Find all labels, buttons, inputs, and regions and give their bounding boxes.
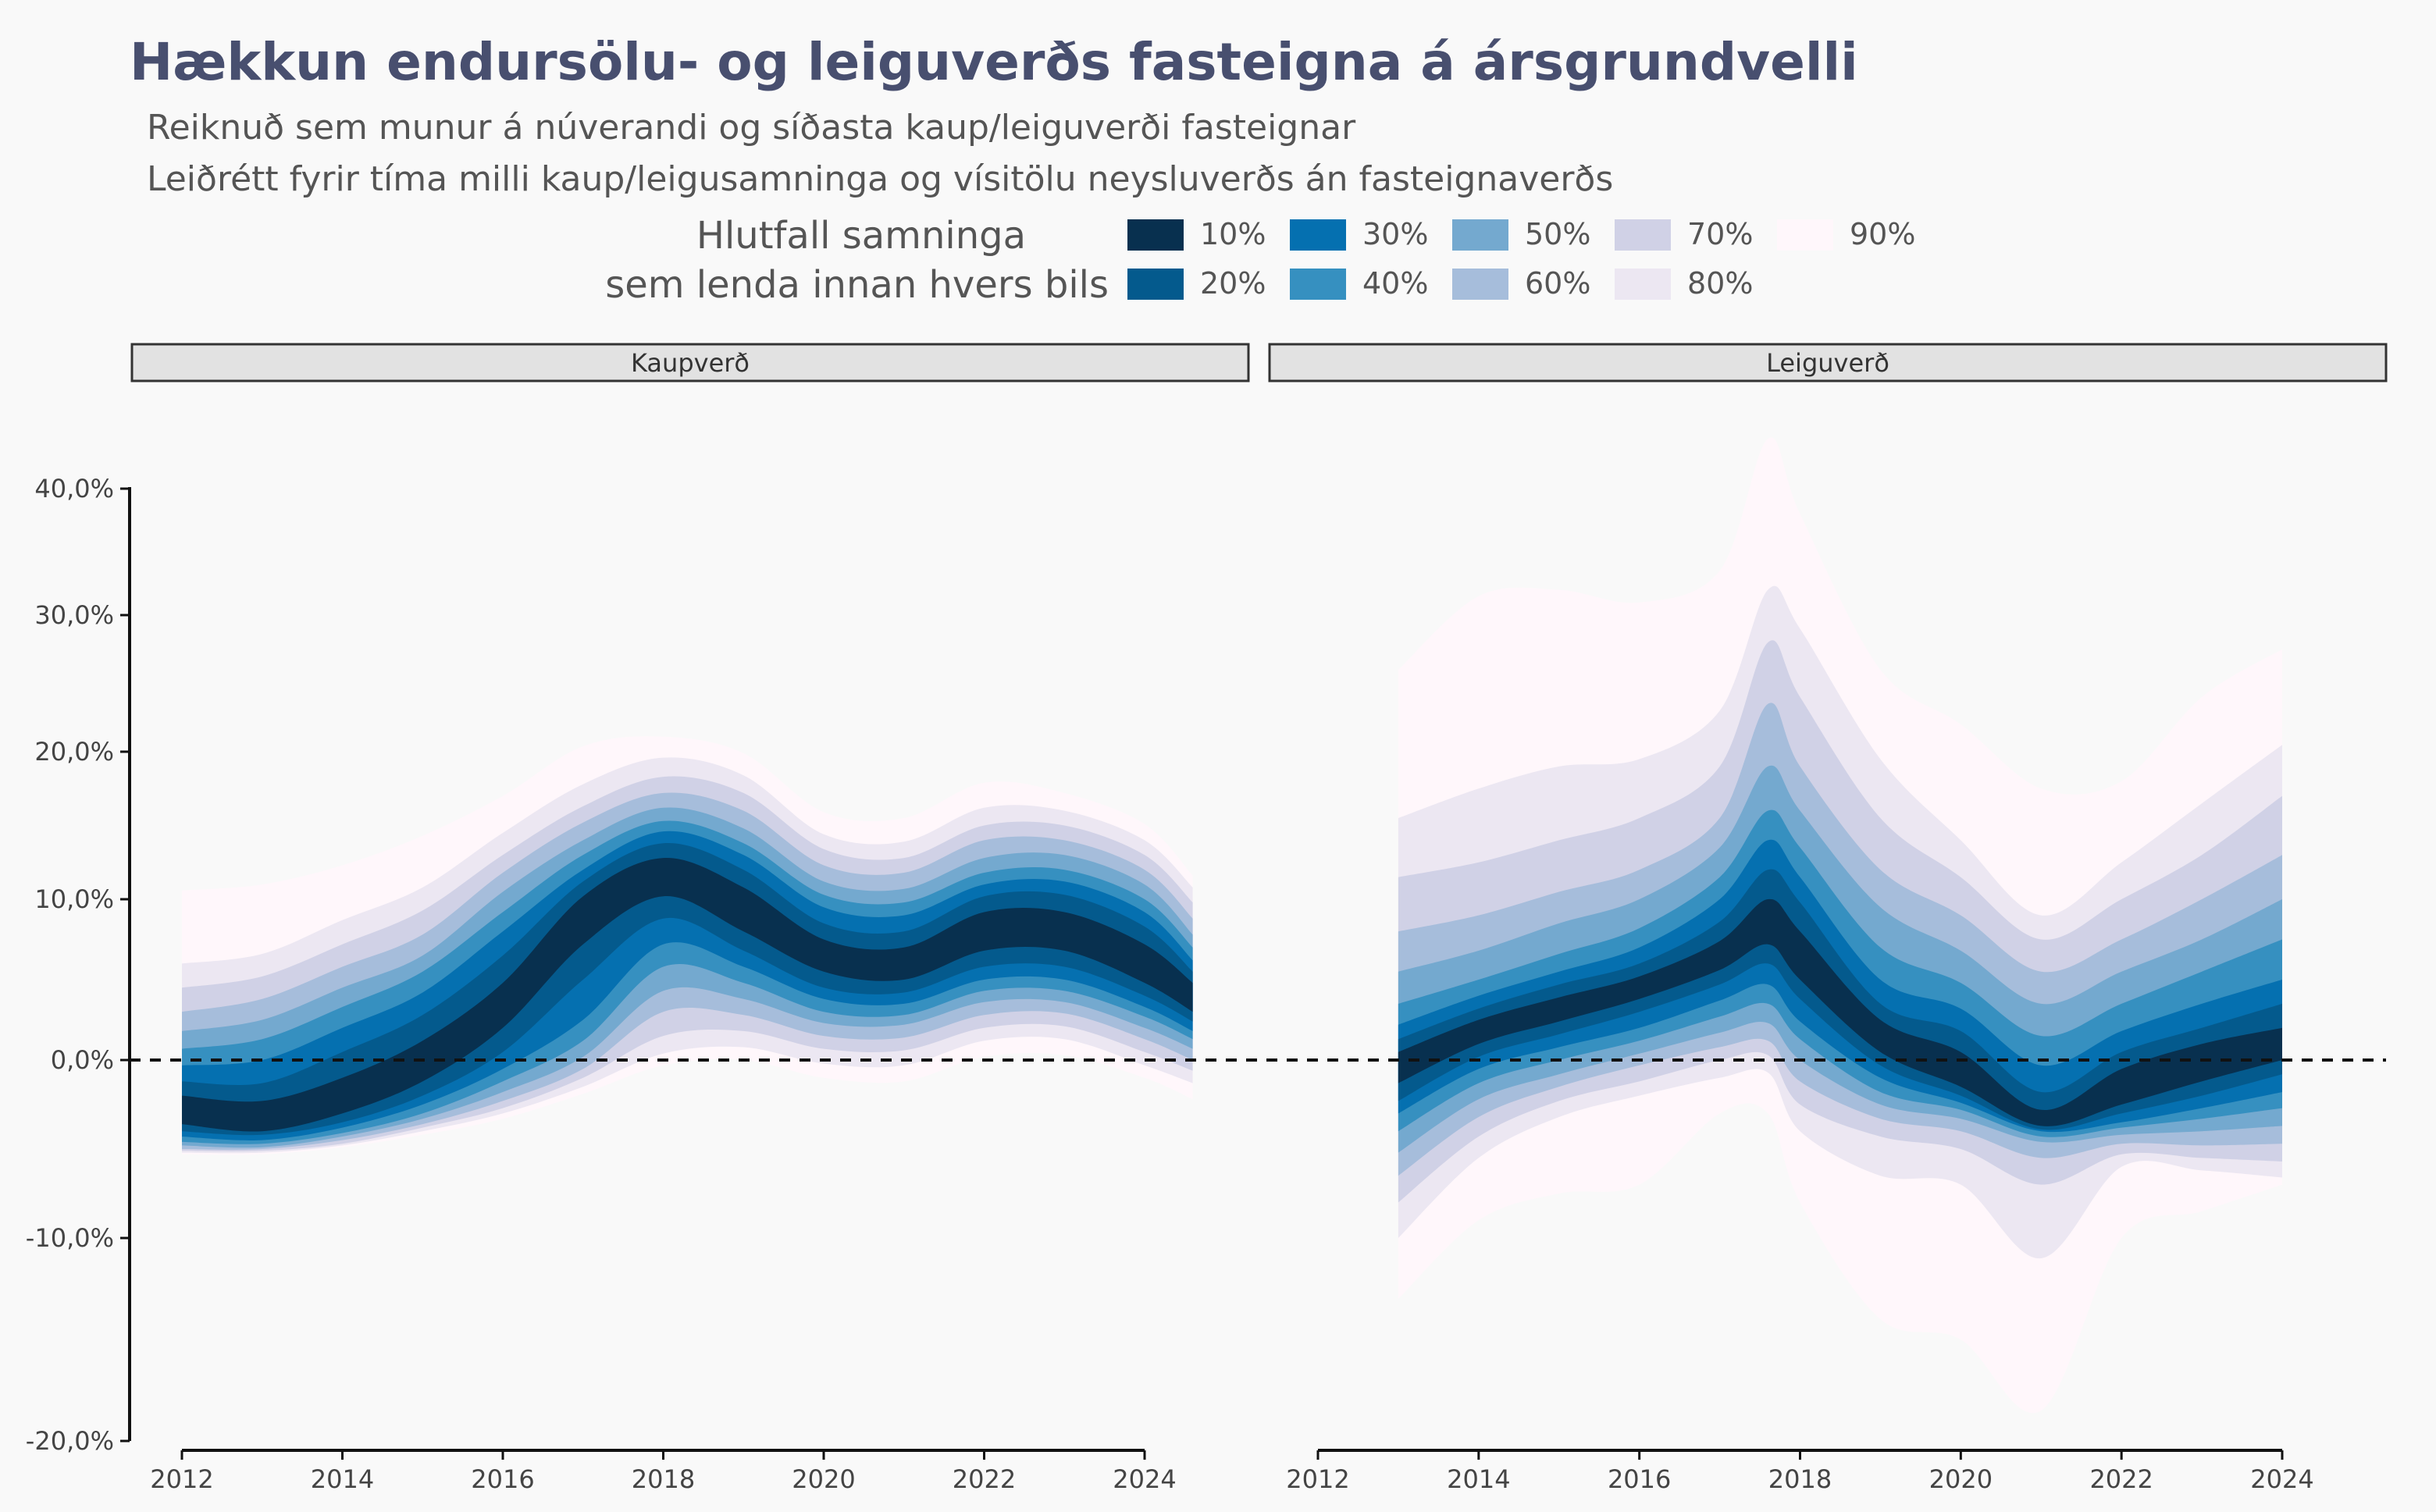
band-kaupverd-10pct [182,857,1193,1132]
panel-kaupverd-bands [182,736,1193,1155]
facet-strip-leiguverd-label: Leiguverð [1766,348,1889,378]
legend-label-10pct: 10% [1200,217,1266,251]
legend-label-60pct: 60% [1525,266,1590,301]
legend-label-70pct: 70% [1687,217,1753,251]
x-tick-label: 2018 [1768,1464,1832,1494]
legend-key-30pct [1290,219,1346,251]
legend-key-70pct [1615,219,1671,251]
x-tick-label: 2012 [150,1464,213,1494]
x-tick-label: 2014 [1447,1464,1510,1494]
y-tick-label: 20,0% [34,737,114,767]
x-tick-label: 2022 [2089,1464,2153,1494]
legend: Hlutfall samninga sem lenda innan hvers … [605,214,1915,307]
legend-label-90pct: 90% [1850,217,1915,251]
facet-strip-leiguverd-box [1268,343,2388,382]
panel-leiguverd-bands [1398,437,2282,1414]
legend-label-30pct: 30% [1362,217,1428,251]
legend-title-line1: Hlutfall samninga [696,214,1026,258]
x-tick-label: 2024 [1113,1464,1176,1494]
x-tick-label: 2022 [953,1464,1016,1494]
chart-title: Hækkun endursölu- og leiguverðs fasteign… [130,32,1858,92]
y-tick-label: 30,0% [34,600,114,630]
legend-key-90pct [1777,219,1833,251]
chart-subtitle-line2: Leiðrétt fyrir tíma milli kaup/leigusamn… [147,159,1613,199]
band-leiguverd-10pct [1398,898,2282,1126]
x-tick-label: 2016 [471,1464,534,1494]
legend-key-40pct [1290,269,1346,300]
legend-label-80pct: 80% [1687,266,1753,301]
legend-label-40pct: 40% [1362,266,1428,301]
y-tick-label: 0,0% [51,1045,114,1075]
legend-title-line2: sem lenda innan hvers bils [605,263,1109,307]
facet-strip-kaupverd-box [130,343,1250,382]
legend-label-20pct: 20% [1200,266,1266,301]
x-tick-label: 2016 [1608,1464,1671,1494]
legend-label-50pct: 50% [1525,217,1590,251]
y-tick-label: 10,0% [34,884,114,914]
legend-key-60pct [1452,269,1508,300]
y-tick-label: -20,0% [26,1426,114,1456]
legend-key-50pct [1452,219,1508,251]
legend-key-20pct [1127,269,1184,300]
x-tick-label: 2020 [1929,1464,1993,1494]
y-tick-label: 40,0% [34,474,114,503]
legend-key-10pct [1127,219,1184,251]
facet-strip-kaupverd: Kaupverð [130,343,1250,382]
x-tick-label: 2014 [311,1464,374,1494]
x-tick-label: 2020 [792,1464,855,1494]
facet-strip-leiguverd: Leiguverð [1268,343,2388,382]
y-axis: 40,0% 30,0% 20,0% 10,0% 0,0% -10,0% -20,0% [26,474,131,1456]
legend-items: 10% 20% 30% 40% 50% 60% 70% 80% 90% [1127,217,1915,301]
legend-key-80pct [1615,269,1671,300]
y-tick-label: -10,0% [26,1223,114,1253]
chart-subtitle-line1: Reiknuð sem munur á núverandi og síðasta… [147,108,1356,148]
facet-strip-kaupverd-label: Kaupverð [631,348,750,378]
x-axis-kaupverd: 2012 2014 2016 2018 2020 2022 2024 [150,1449,1177,1494]
x-tick-label: 2024 [2250,1464,2313,1494]
x-tick-label: 2012 [1286,1464,1349,1494]
x-tick-label: 2018 [632,1464,695,1494]
x-axis-leiguverd: 2012 2014 2016 2018 2020 2022 2024 [1286,1449,2314,1494]
